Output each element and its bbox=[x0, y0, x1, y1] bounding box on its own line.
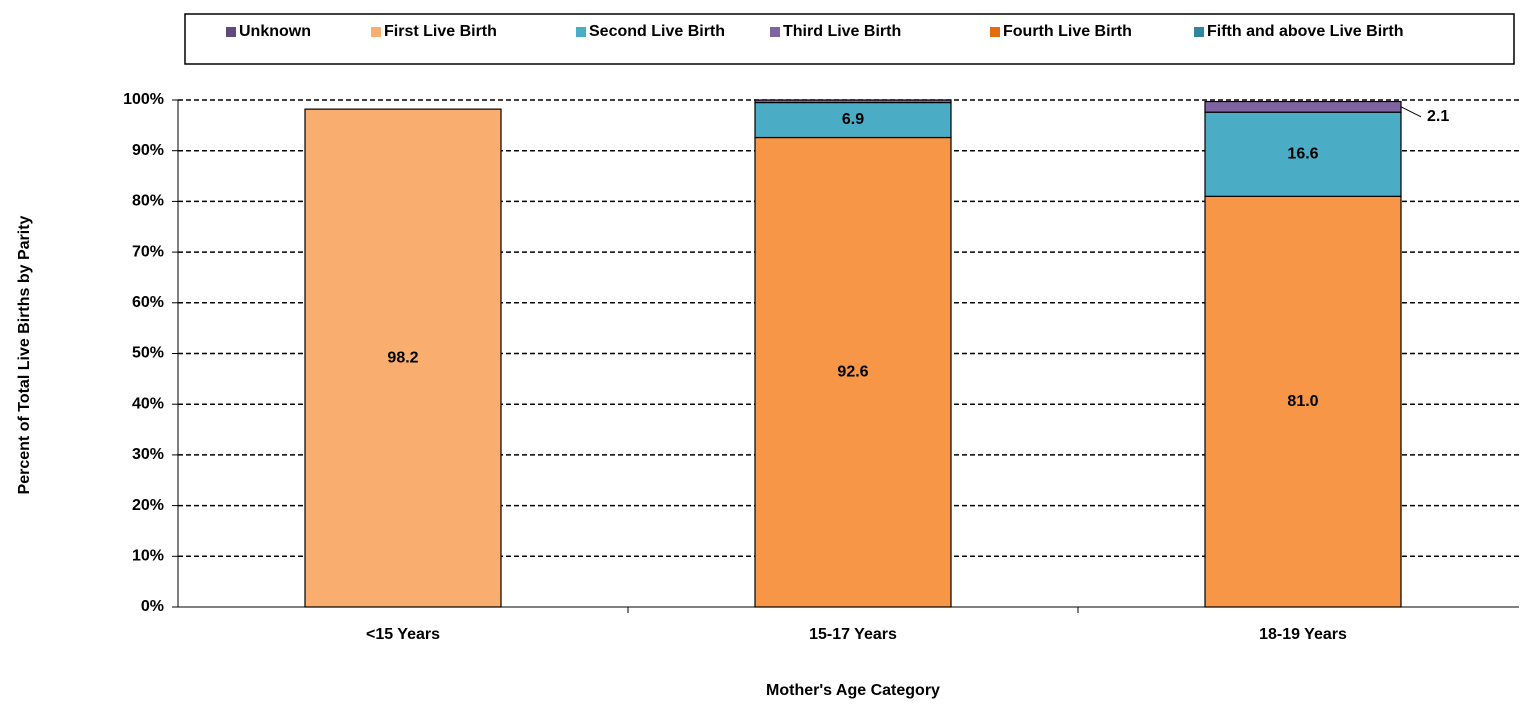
data-label: 81.0 bbox=[1287, 393, 1318, 410]
y-tick-label: 50% bbox=[132, 345, 164, 362]
data-label: 92.6 bbox=[837, 363, 868, 380]
legend-box bbox=[184, 13, 1515, 65]
x-tick-label: 15-17 Years bbox=[809, 626, 897, 643]
y-tick-label: 20% bbox=[132, 497, 164, 514]
bar-segment bbox=[1204, 111, 1402, 197]
x-tick-label: <15 Years bbox=[366, 626, 440, 643]
legend-swatch bbox=[576, 27, 586, 37]
x-tick-label: 18-19 Years bbox=[1259, 626, 1347, 643]
bar-segment bbox=[304, 108, 502, 608]
legend-swatch bbox=[990, 27, 1000, 37]
legend-swatch bbox=[226, 27, 236, 37]
legend-label: Fifth and above Live Birth bbox=[1207, 23, 1403, 40]
x-axis-title: Mother's Age Category bbox=[766, 682, 940, 699]
bar-segment bbox=[1204, 100, 1402, 113]
y-tick-label: 30% bbox=[132, 446, 164, 463]
legend-label: First Live Birth bbox=[384, 23, 497, 40]
y-tick-label: 60% bbox=[132, 294, 164, 311]
y-tick-label: 0% bbox=[141, 598, 164, 615]
y-tick-label: 100% bbox=[123, 91, 164, 108]
legend-swatch bbox=[770, 27, 780, 37]
bar-segment bbox=[754, 99, 952, 104]
legend-label: Second Live Birth bbox=[589, 23, 725, 40]
bar-segment bbox=[754, 101, 952, 139]
legend-label: Unknown bbox=[239, 23, 311, 40]
y-tick-label: 80% bbox=[132, 193, 164, 210]
legend-label: Fourth Live Birth bbox=[1003, 23, 1132, 40]
legend-label: Third Live Birth bbox=[783, 23, 901, 40]
y-tick-label: 70% bbox=[132, 243, 164, 260]
data-label: 16.6 bbox=[1287, 145, 1318, 162]
y-tick-label: 40% bbox=[132, 395, 164, 412]
data-label: 98.2 bbox=[387, 349, 418, 366]
bar-segment bbox=[1204, 195, 1402, 608]
leader-line bbox=[1400, 106, 1422, 118]
data-label: 6.9 bbox=[842, 111, 864, 128]
legend-swatch bbox=[371, 27, 381, 37]
y-tick-label: 10% bbox=[132, 548, 164, 565]
bar-segment bbox=[754, 136, 952, 608]
data-label: 2.1 bbox=[1427, 108, 1449, 125]
y-axis-title: Percent of Total Live Births by Parity bbox=[16, 215, 33, 494]
legend-swatch bbox=[1194, 27, 1204, 37]
y-tick-label: 90% bbox=[132, 142, 164, 159]
